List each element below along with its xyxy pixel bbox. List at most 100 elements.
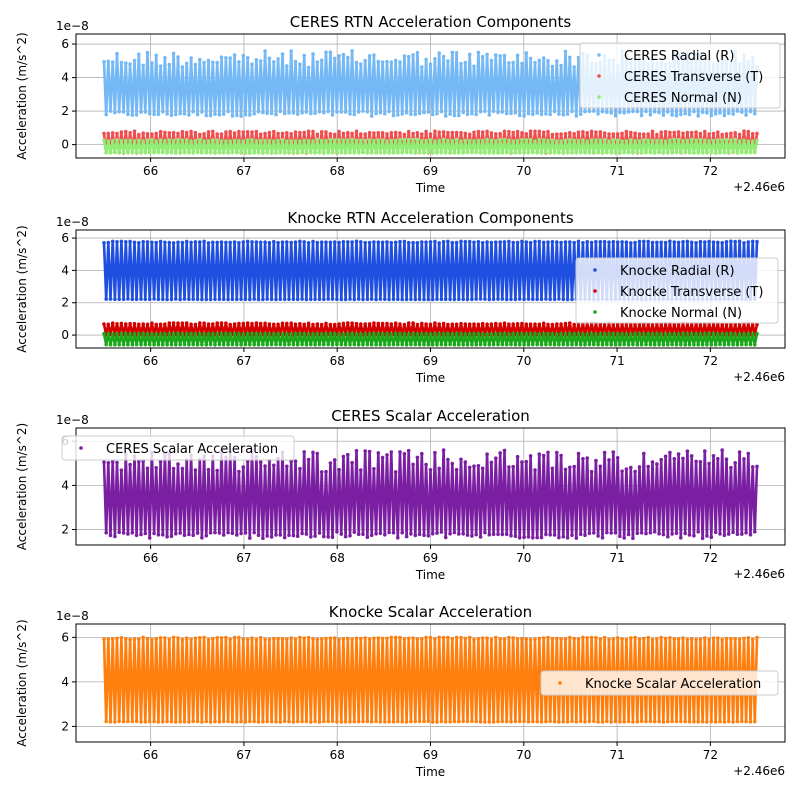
data-point (465, 297, 470, 302)
data-point (426, 110, 431, 114)
data-point (515, 240, 520, 245)
data-point (239, 531, 243, 536)
data-point (443, 150, 448, 155)
data-point (596, 112, 600, 116)
data-point (402, 132, 407, 137)
data-point (343, 720, 348, 724)
data-point (535, 535, 539, 540)
data-point (613, 113, 618, 118)
data-point (110, 60, 115, 64)
data-point (226, 530, 230, 535)
data-point (141, 63, 145, 68)
data-point (467, 465, 472, 470)
data-point (507, 138, 511, 143)
data-point (596, 342, 600, 347)
data-point (276, 636, 280, 641)
data-point (176, 131, 180, 136)
data-point (398, 239, 402, 244)
y-axis-label: Acceleration (m/s^2) (15, 619, 29, 746)
data-point (237, 241, 241, 245)
data-point (420, 451, 424, 456)
data-point (485, 52, 489, 57)
data-point (126, 532, 130, 536)
data-point (413, 533, 418, 538)
data-point (748, 342, 753, 347)
data-point (537, 239, 542, 244)
x-tick-label: 70 (516, 354, 531, 368)
data-point (332, 636, 337, 640)
data-point (350, 131, 354, 136)
data-point (443, 535, 448, 540)
data-point (683, 150, 687, 155)
data-point (546, 635, 550, 640)
data-point (476, 240, 481, 244)
data-point (324, 130, 328, 134)
data-point (459, 239, 463, 244)
legend: CERES Scalar Acceleration (61, 435, 295, 461)
data-point (555, 132, 559, 136)
data-point (583, 150, 587, 155)
data-point (339, 297, 344, 302)
data-point (670, 532, 674, 536)
data-point (317, 150, 322, 155)
data-point (570, 342, 574, 347)
data-point (504, 532, 509, 536)
data-point (269, 297, 274, 302)
data-point (441, 130, 446, 134)
data-point (420, 332, 424, 336)
data-point (198, 240, 202, 244)
data-point (411, 636, 415, 640)
data-point (494, 240, 498, 244)
data-point (424, 635, 428, 640)
data-point (393, 240, 398, 245)
data-point (683, 111, 687, 116)
data-point (206, 139, 211, 143)
data-point (474, 342, 479, 347)
y-tick-label: 4 (61, 71, 69, 85)
data-point (374, 297, 378, 302)
data-point (215, 332, 219, 336)
data-point (147, 111, 152, 116)
data-point (145, 240, 150, 244)
data-point (361, 150, 365, 155)
data-point (557, 342, 561, 347)
data-point (498, 637, 503, 641)
data-point (729, 239, 733, 244)
data-point (472, 130, 476, 135)
data-point (104, 719, 108, 724)
data-point (507, 635, 511, 640)
data-point (454, 240, 459, 245)
data-point (668, 636, 672, 640)
data-point (304, 719, 309, 724)
data-point (600, 342, 605, 347)
data-point (698, 332, 703, 336)
data-point (439, 297, 444, 302)
data-point (476, 637, 481, 641)
data-point (337, 467, 341, 472)
data-point (254, 637, 259, 642)
data-point (694, 459, 698, 464)
data-point (737, 332, 742, 336)
data-point (637, 239, 642, 244)
data-point (102, 460, 106, 464)
data-point (221, 719, 226, 724)
data-point (235, 297, 239, 302)
data-point (385, 132, 389, 136)
data-point (156, 342, 161, 347)
data-point (437, 241, 442, 245)
data-point (402, 54, 407, 58)
data-point (652, 719, 657, 724)
data-point (491, 342, 496, 347)
data-point (348, 150, 352, 155)
data-point (572, 240, 576, 245)
data-point (363, 138, 368, 143)
data-point (744, 530, 748, 535)
data-point (145, 331, 150, 336)
data-point (204, 533, 209, 538)
data-point (461, 343, 466, 347)
data-point (724, 457, 729, 462)
data-point (413, 297, 418, 302)
data-point (341, 321, 346, 326)
data-point (248, 297, 252, 302)
data-point (126, 342, 130, 347)
